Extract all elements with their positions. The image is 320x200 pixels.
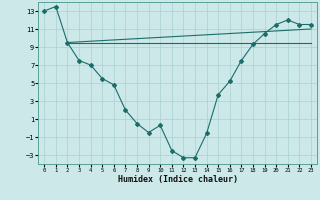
X-axis label: Humidex (Indice chaleur): Humidex (Indice chaleur) xyxy=(118,175,238,184)
